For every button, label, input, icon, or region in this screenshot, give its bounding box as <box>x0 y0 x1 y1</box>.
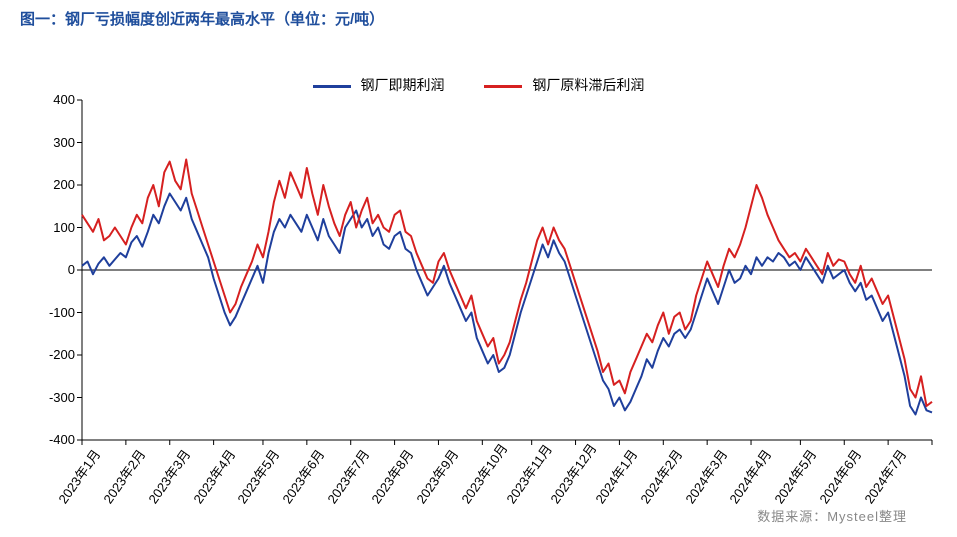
plot-area <box>10 35 947 455</box>
y-tick-label: -300 <box>20 390 75 405</box>
data-source: 数据来源：Mysteel整理 <box>757 506 907 525</box>
y-tick-label: 400 <box>20 92 75 107</box>
y-tick-label: 100 <box>20 220 75 235</box>
chart-container: 钢厂即期利润 钢厂原料滞后利润 -400-300-200-10001002003… <box>10 35 947 505</box>
y-tick-label: -200 <box>20 347 75 362</box>
chart-title: 图一：钢厂亏损幅度创近两年最高水平（单位：元/吨） <box>20 8 384 29</box>
y-tick-label: 300 <box>20 135 75 150</box>
y-tick-label: -100 <box>20 305 75 320</box>
y-tick-label: 200 <box>20 177 75 192</box>
y-tick-label: 0 <box>20 262 75 277</box>
y-tick-label: -400 <box>20 432 75 447</box>
